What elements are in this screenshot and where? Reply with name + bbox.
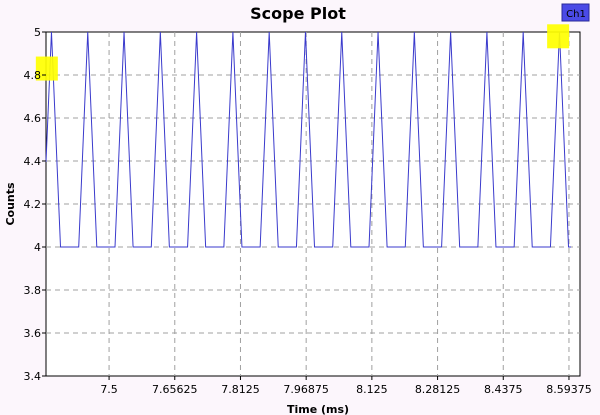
y-tick-label: 3.6 [24,327,42,340]
x-tick-label: 8.59375 [546,383,592,396]
y-tick-label: 4.6 [24,112,42,125]
x-tick-label: 7.65625 [152,383,198,396]
x-tick-label: 8.125 [356,383,388,396]
y-axis: 3.4 3.6 3.8 4 4.2 4.4 4.6 4.8 5 [24,26,46,383]
legend-label-ch1: Ch1 [566,9,586,20]
legend-swatch-ch1 [561,3,590,22]
y-tick-label: 5 [34,26,41,39]
chart-title: Scope Plot [250,4,346,23]
x-tick-label: 7.8125 [221,383,260,396]
x-axis-title: Time (ms) [287,403,349,415]
series-line-ch1 [45,31,572,248]
x-tick-label: 7.96875 [283,383,329,396]
y-tick-label: 4 [34,241,41,254]
marker-1 [547,24,570,49]
marker-0 [35,56,58,81]
y-tick-label: 4.2 [24,198,42,211]
x-axis: 7.5 7.65625 7.8125 7.96875 8.125 8.28125 8.437… [100,376,592,396]
y-tick-label: 4.8 [24,69,42,82]
x-tick-label: 8.4375 [484,383,523,396]
y-tick-label: 3.8 [24,284,42,297]
x-tick-label: 8.28125 [415,383,461,396]
y-tick-label: 4.4 [24,155,42,168]
legend: Ch1 [561,3,590,22]
y-tick-label: 3.4 [24,370,42,383]
y-axis-title: Counts [4,182,17,226]
marker-group [35,24,570,81]
x-tick-label: 7.5 [100,383,118,396]
